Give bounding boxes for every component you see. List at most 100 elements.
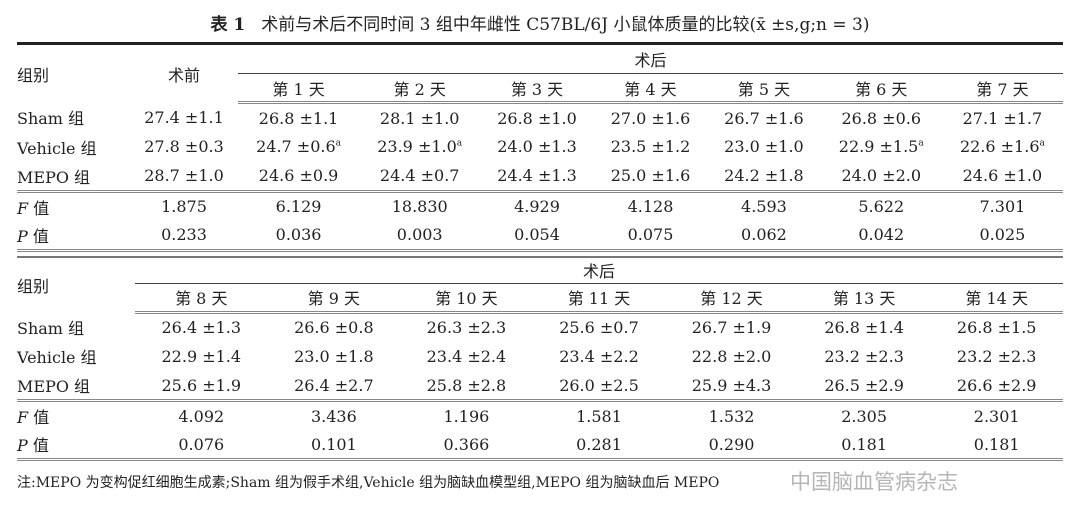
value-cell: 24.0 ±2.0 (820, 161, 942, 193)
value-cell: 25.6 ±0.7 (533, 312, 666, 342)
table-days-1-7: 组别 术前 术后 第 1 天第 2 天第 3 天第 4 天第 5 天第 6 天第… (17, 42, 1063, 252)
row-label: MEPO 组 (17, 161, 130, 193)
group-header: 组别 (17, 65, 50, 85)
value-cell: 23.2 ±2.3 (798, 342, 931, 372)
value-cell: 26.6 ±0.8 (268, 312, 401, 342)
value-cell: 24.6 ±0.9 (238, 161, 360, 193)
stat-value: 18.830 (391, 197, 448, 216)
value-text: 24.4 ±1.3 (497, 166, 577, 185)
day-header: 第 6 天 (820, 73, 942, 104)
stat-value: 0.101 (267, 430, 401, 461)
row-label: P 值 (17, 220, 130, 252)
value-text: 23.9 ±1.0 (377, 137, 457, 157)
watermark: 中国脑血管病杂志 (790, 470, 958, 494)
row-label: Sham 组 (17, 109, 85, 129)
stat-value: 0.025 (941, 220, 1063, 252)
stat-value: 0.003 (359, 220, 481, 252)
value-cell: 26.8 ±0.6 (821, 103, 942, 133)
value-text: 23.4 ±2.4 (426, 346, 507, 366)
value-text: 28.1 ±1.0 (379, 108, 460, 128)
value-text: 23.5 ±1.2 (610, 137, 691, 157)
value-text: 27.0 ±1.6 (610, 108, 691, 128)
stat-value: 0.290 (665, 430, 798, 461)
value-cell: 26.8 ±1.1 (238, 103, 359, 133)
pre-value: 27.8 ±0.3 (144, 137, 224, 157)
value-text: 26.8 ±1.1 (258, 108, 339, 128)
footnote: 注:MEPO 为变构促红细胞生成素;Sham 组为假手术组,Vehicle 组为… (17, 475, 720, 491)
pre-value: 27.4 ±1.1 (144, 107, 224, 127)
day-header: 第 12 天 (665, 283, 798, 314)
value-text: 22.8 ±2.0 (691, 346, 772, 366)
value-cell: 26.3 ±2.3 (400, 312, 533, 342)
table-caption: 术前与术后不同时间 3 组中年雌性 C57BL/6J 小鼠体质量的比较(x̄ ±… (261, 15, 870, 35)
value-cell: 24.6 ±1.0 (941, 161, 1063, 193)
value-cell: 23.4 ±2.4 (400, 342, 533, 372)
table-number: 表 1 (210, 15, 246, 35)
value-text: 24.4 ±0.7 (379, 166, 460, 185)
stat-suffix: 值 (33, 408, 50, 427)
value-cell: 23.5 ±1.2 (594, 132, 707, 162)
post-header: 术后 (135, 257, 1063, 284)
value-cell: 22.6 ±1.6a (942, 132, 1063, 162)
value-text: 26.8 ±1.0 (497, 108, 577, 128)
stat-value: 0.042 (820, 220, 942, 252)
value-cell: 26.8 ±1.5 (930, 312, 1063, 342)
stat-value: 3.436 (310, 406, 357, 426)
stat-symbol: F (17, 408, 29, 427)
row-label: Sham 组 (17, 318, 85, 338)
stat-value: 7.301 (979, 197, 1026, 216)
p-value-row: P 值 0.233 0.036 0.003 0.054 0.075 0.062 0.042 0.… (17, 220, 1063, 252)
value-text: 26.5 ±2.9 (824, 375, 904, 395)
value-text: 25.6 ±0.7 (559, 318, 639, 337)
value-text: 26.8 ±0.6 (841, 108, 922, 128)
day-header: 第 7 天 (941, 73, 1063, 104)
day-header: 第 13 天 (797, 283, 931, 314)
value-text: 26.6 ±0.8 (294, 318, 374, 337)
stat-value: 1.532 (708, 406, 755, 426)
value-text: 26.7 ±1.6 (724, 108, 804, 128)
value-cell: 26.5 ±2.9 (797, 371, 931, 402)
stat-value: 0.181 (930, 430, 1063, 461)
f-value-row: F 值 4.092 3.436 1.196 1.581 1.532 2.305 2.301 (17, 401, 1063, 431)
day-header: 第 5 天 (707, 73, 821, 104)
value-text: 25.9 ±4.3 (691, 375, 772, 395)
value-text: 23.0 ±1.8 (294, 346, 374, 366)
stat-value: 4.128 (627, 197, 674, 216)
value-text: 23.4 ±2.2 (559, 346, 639, 366)
p-value-row: P 值 0.076 0.101 0.366 0.281 0.290 0.181 0.181 (17, 430, 1063, 461)
value-cell: 25.0 ±1.6 (593, 161, 708, 193)
day-header: 第 10 天 (400, 283, 533, 314)
stat-value: 4.593 (741, 197, 787, 216)
stat-value: 5.622 (858, 197, 905, 216)
value-cell: 24.0 ±1.3 (480, 132, 593, 162)
stat-value: 0.366 (400, 430, 533, 461)
value-cell: 26.4 ±2.7 (267, 371, 401, 402)
value-text: 27.1 ±1.7 (962, 108, 1043, 128)
table-days-8-14: 组别 术后 第 8 天第 9 天第 10 天第 11 天第 12 天第 13 天… (17, 256, 1063, 461)
day-header: 第 3 天 (480, 73, 594, 104)
value-cell: 26.7 ±1.9 (665, 312, 798, 342)
stat-suffix: 值 (33, 198, 50, 218)
value-cell: 22.9 ±1.5a (821, 132, 942, 162)
day-header: 第 14 天 (930, 283, 1063, 314)
table-row: MEPO 组 25.6 ±1.9 26.4 ±2.7 25.8 ±2.8 26.0 ±2… (17, 371, 1063, 402)
value-text: 22.9 ±1.4 (161, 346, 242, 366)
value-text: 22.9 ±1.5 (838, 137, 919, 157)
value-text: 26.0 ±2.5 (559, 375, 639, 395)
value-cell: 26.8 ±1.0 (480, 103, 593, 133)
stat-symbol: P (17, 436, 28, 455)
value-text: 26.8 ±1.5 (956, 318, 1037, 337)
row-label: Vehicle 组 (17, 348, 97, 368)
value-text: 24.6 ±1.0 (962, 166, 1043, 185)
value-text: 24.6 ±0.9 (258, 166, 339, 185)
significance-mark: a (456, 138, 463, 149)
value-cell: 26.6 ±2.9 (930, 371, 1063, 402)
stat-suffix: 值 (32, 226, 49, 246)
stat-value: 6.129 (275, 197, 322, 216)
value-text: 23.0 ±1.0 (724, 137, 804, 157)
stat-value: 0.075 (593, 220, 708, 252)
value-cell: 26.7 ±1.6 (707, 103, 820, 133)
value-cell: 22.9 ±1.4 (135, 342, 268, 372)
value-text: 26.7 ±1.9 (691, 318, 772, 337)
value-cell: 27.1 ±1.7 (942, 103, 1063, 133)
